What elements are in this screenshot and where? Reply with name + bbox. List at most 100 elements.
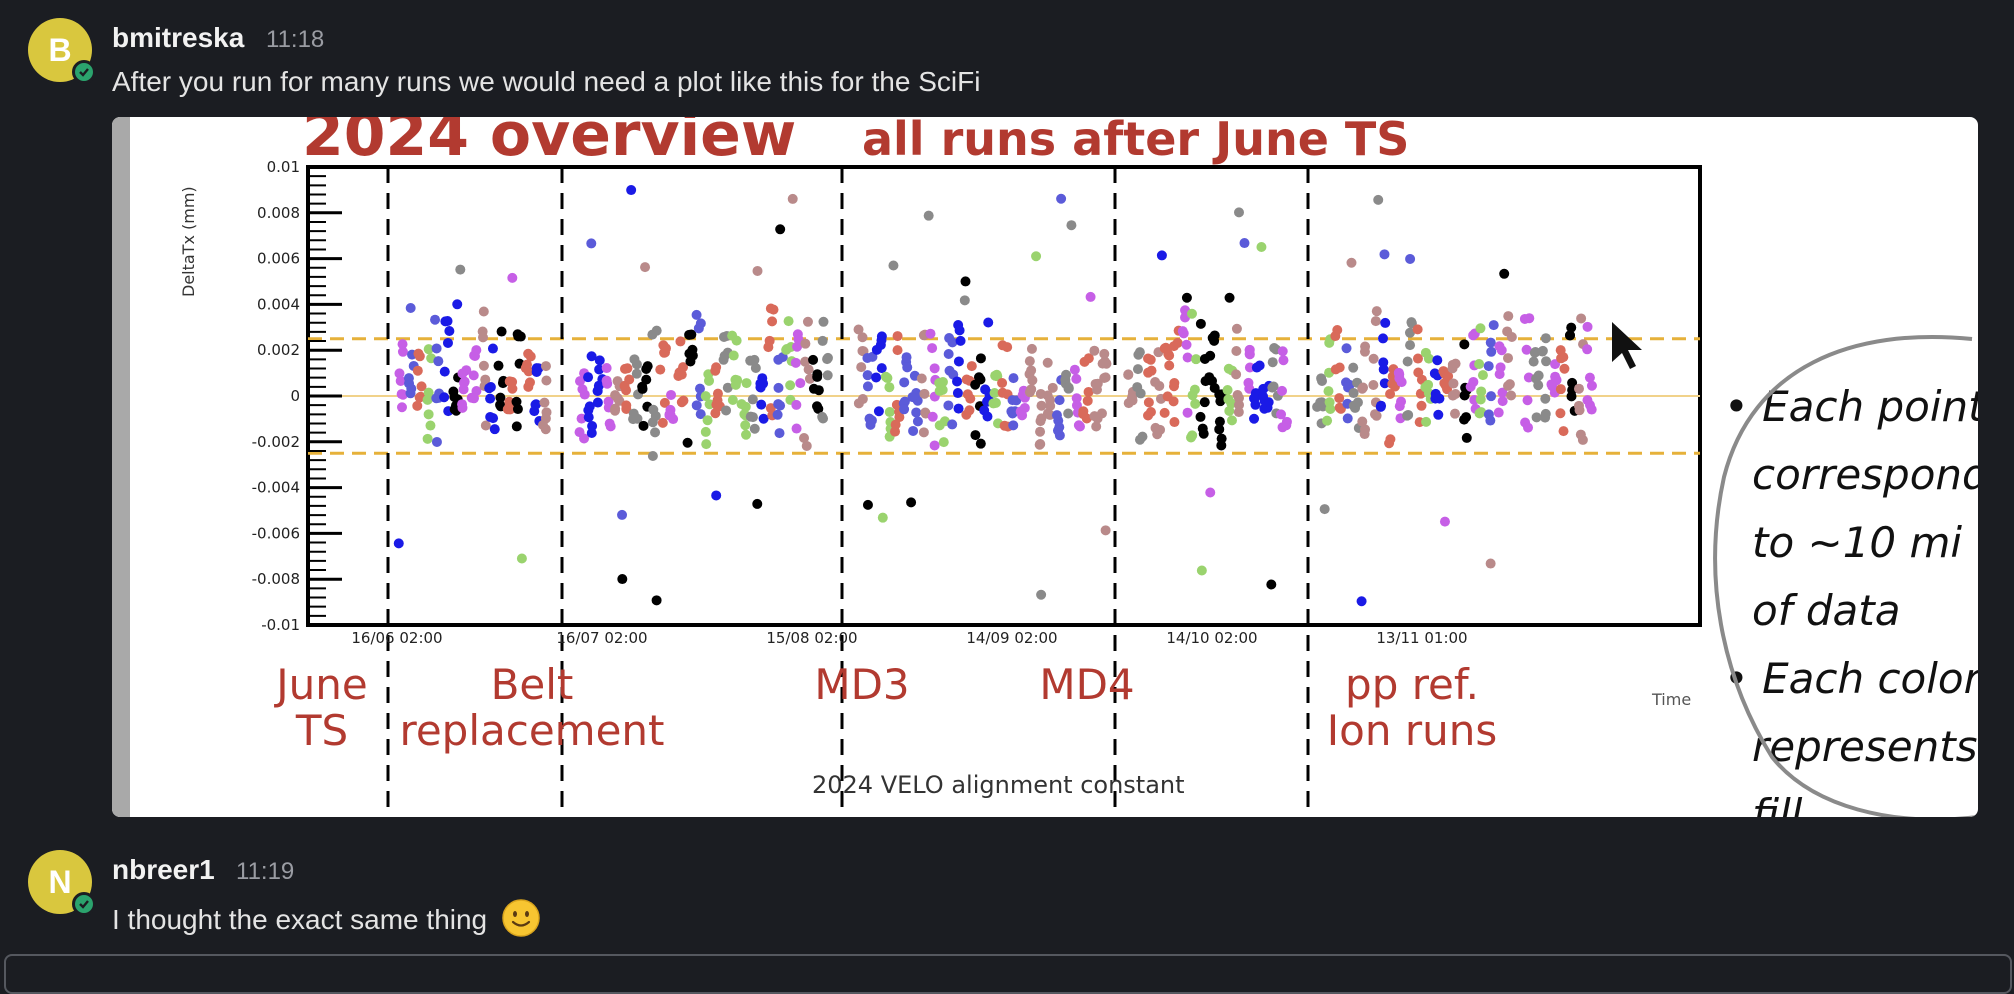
data-point (601, 363, 612, 374)
data-point (1150, 377, 1161, 388)
image-attachment[interactable]: 2024 overview all runs after June TS Del… (112, 117, 1978, 817)
data-point (802, 316, 813, 327)
avatar[interactable]: B (28, 18, 96, 84)
data-point (660, 343, 671, 354)
outlier-point (393, 538, 404, 549)
data-point (406, 383, 417, 394)
outlier-point (1205, 487, 1216, 498)
data-point (988, 398, 999, 409)
data-point (397, 339, 408, 350)
data-point (1433, 409, 1444, 420)
data-point (1123, 398, 1134, 409)
data-point (666, 389, 677, 400)
data-point (1506, 390, 1517, 401)
data-point (1341, 343, 1352, 354)
data-point (1134, 434, 1145, 445)
avatar[interactable]: N (28, 850, 96, 916)
data-point (1584, 372, 1595, 383)
data-point (876, 335, 887, 346)
data-point (396, 402, 407, 413)
data-point (1576, 313, 1587, 324)
data-point (1348, 388, 1359, 399)
username[interactable]: nbreer1 (112, 854, 215, 885)
note-line: of data (1752, 586, 1900, 635)
data-point (1042, 408, 1053, 419)
outlier-point (1485, 558, 1496, 569)
data-point (1178, 328, 1189, 339)
data-point (1268, 381, 1279, 392)
data-point (414, 392, 425, 403)
data-point (1423, 379, 1434, 390)
data-point (1503, 353, 1514, 364)
data-point (1249, 413, 1260, 424)
data-point (1186, 308, 1197, 319)
data-point (892, 331, 903, 342)
username[interactable]: bmitreska (112, 22, 245, 53)
data-point (927, 343, 938, 354)
data-point (1461, 432, 1472, 443)
data-point (691, 400, 702, 411)
y-tick-label: 0.002 (257, 341, 300, 359)
data-point (862, 353, 873, 364)
data-point (1316, 397, 1327, 408)
data-point (577, 384, 588, 395)
data-point (524, 377, 535, 388)
data-point (822, 370, 833, 381)
data-point (1182, 407, 1193, 418)
data-point (1187, 390, 1198, 401)
data-point (773, 382, 784, 393)
data-point (541, 407, 552, 418)
data-point (700, 426, 711, 437)
data-point (1244, 362, 1255, 373)
data-point (422, 394, 433, 405)
data-point (523, 348, 534, 359)
data-point (857, 332, 868, 343)
data-point (1416, 400, 1427, 411)
message-composer[interactable] (4, 954, 2012, 994)
data-point (1421, 416, 1432, 427)
data-point (873, 406, 884, 417)
period-label: replacement (399, 706, 664, 755)
data-point (1216, 433, 1227, 444)
data-point (1483, 361, 1494, 372)
outlier-point (651, 595, 662, 606)
data-point (1486, 346, 1497, 357)
data-point (485, 393, 496, 404)
data-point (755, 378, 766, 389)
data-point (416, 381, 427, 392)
data-point (457, 368, 468, 379)
outlier-point (617, 574, 628, 585)
data-point (493, 360, 504, 371)
data-point (1071, 400, 1082, 411)
online-check-icon (72, 60, 96, 84)
data-point (736, 399, 747, 410)
data-point (1143, 367, 1154, 378)
data-point (740, 420, 751, 431)
data-point (721, 405, 732, 416)
data-point (862, 381, 873, 392)
data-point (1078, 406, 1089, 417)
outlier-point (455, 264, 466, 275)
data-point (1096, 408, 1107, 419)
y-tick-label: 0.01 (267, 158, 300, 176)
data-point (489, 424, 500, 435)
data-point (1352, 397, 1363, 408)
data-point (1406, 317, 1417, 328)
data-point (866, 415, 877, 426)
data-point (712, 388, 723, 399)
data-point (1485, 415, 1496, 426)
data-point (1024, 356, 1035, 367)
data-point (1024, 387, 1035, 398)
data-point (1042, 357, 1053, 368)
data-point (1231, 345, 1242, 356)
y-tick-label: 0.008 (257, 204, 300, 222)
data-point (601, 375, 612, 386)
outlier-point (617, 509, 628, 520)
data-point (1099, 348, 1110, 359)
data-point (975, 438, 986, 449)
data-point (1334, 402, 1345, 413)
data-point (1330, 331, 1341, 342)
outlier-point (1100, 525, 1111, 536)
data-point (818, 413, 829, 424)
data-point (1232, 390, 1243, 401)
